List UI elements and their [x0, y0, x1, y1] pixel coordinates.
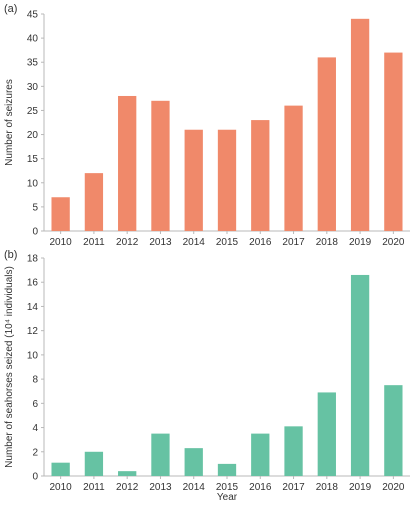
- bar-2012: [118, 471, 137, 476]
- x-tick-label: 2015: [216, 482, 239, 493]
- y-tick-label: 30: [27, 82, 39, 93]
- x-tick-label: 2014: [183, 482, 206, 493]
- x-tick-label: 2017: [282, 482, 305, 493]
- x-tick-label: 2016: [249, 237, 272, 248]
- bar-2010: [51, 462, 70, 476]
- x-tick-label: 2019: [349, 237, 372, 248]
- x-tick-label: 2010: [50, 482, 73, 493]
- bar-2010: [51, 197, 70, 231]
- bar-2013: [151, 433, 170, 476]
- bar-2016: [251, 433, 270, 476]
- bar-2015: [217, 129, 237, 231]
- bar-2011: [84, 173, 104, 231]
- x-tick-label: 2011: [83, 237, 105, 248]
- y-tick-label: 35: [27, 58, 39, 69]
- panel-label: (b): [4, 249, 17, 261]
- bar-2014: [184, 448, 203, 476]
- x-tick-label: 2011: [83, 482, 105, 493]
- y-tick-label: 18: [27, 254, 39, 265]
- x-tick-label: 2013: [149, 237, 172, 248]
- x-tick-label: 2014: [183, 237, 206, 248]
- y-tick-label: 15: [27, 154, 39, 165]
- x-tick-label: 2018: [316, 482, 339, 493]
- x-tick-label: 2010: [50, 237, 73, 248]
- y-tick-label: 12: [27, 326, 39, 337]
- y-tick-label: 45: [27, 10, 39, 21]
- bar-2014: [184, 129, 203, 231]
- x-tick-label: 2012: [116, 237, 139, 248]
- bar-2012: [118, 95, 137, 231]
- y-tick-label: 16: [27, 278, 39, 289]
- x-tick-label: 2017: [282, 237, 305, 248]
- y-tick-label: 10: [27, 178, 39, 189]
- y-tick-label: 20: [27, 130, 39, 141]
- x-tick-label: 2018: [316, 237, 339, 248]
- bar-2017: [284, 105, 303, 231]
- y-axis-label: Number of seahorses seized (10⁴ individu…: [4, 266, 15, 468]
- y-tick-label: 0: [32, 472, 38, 483]
- bar-2018: [317, 57, 336, 232]
- x-axis-label: Year: [217, 492, 238, 500]
- x-tick-label: 2020: [382, 482, 405, 493]
- bar-2011: [84, 451, 104, 476]
- x-tick-label: 2013: [149, 482, 172, 493]
- y-tick-label: 6: [32, 399, 38, 410]
- y-tick-label: 25: [27, 106, 39, 117]
- y-tick-label: 14: [27, 302, 39, 313]
- x-tick-label: 2016: [249, 482, 272, 493]
- bar-2020: [384, 52, 403, 232]
- y-tick-label: 40: [27, 34, 39, 45]
- x-tick-label: 2019: [349, 482, 372, 493]
- bar-2013: [151, 100, 170, 231]
- y-tick-label: 10: [27, 350, 39, 361]
- x-tick-label: 2015: [216, 237, 239, 248]
- panel-label: (a): [4, 3, 17, 15]
- y-tick-label: 2: [32, 447, 38, 458]
- bar-2018: [317, 392, 336, 476]
- bar-2019: [350, 274, 370, 476]
- y-tick-label: 8: [32, 375, 38, 386]
- bar-2016: [251, 120, 270, 231]
- y-axis-label: Number of seizures: [4, 79, 15, 166]
- bar-2015: [217, 463, 237, 476]
- bar-2019: [350, 18, 370, 232]
- y-tick-label: 0: [32, 227, 38, 238]
- x-tick-label: 2020: [382, 237, 405, 248]
- bar-2017: [284, 426, 303, 476]
- y-tick-label: 4: [32, 423, 38, 434]
- x-tick-label: 2012: [116, 482, 139, 493]
- y-tick-label: 5: [32, 202, 38, 213]
- bar-2020: [384, 385, 403, 476]
